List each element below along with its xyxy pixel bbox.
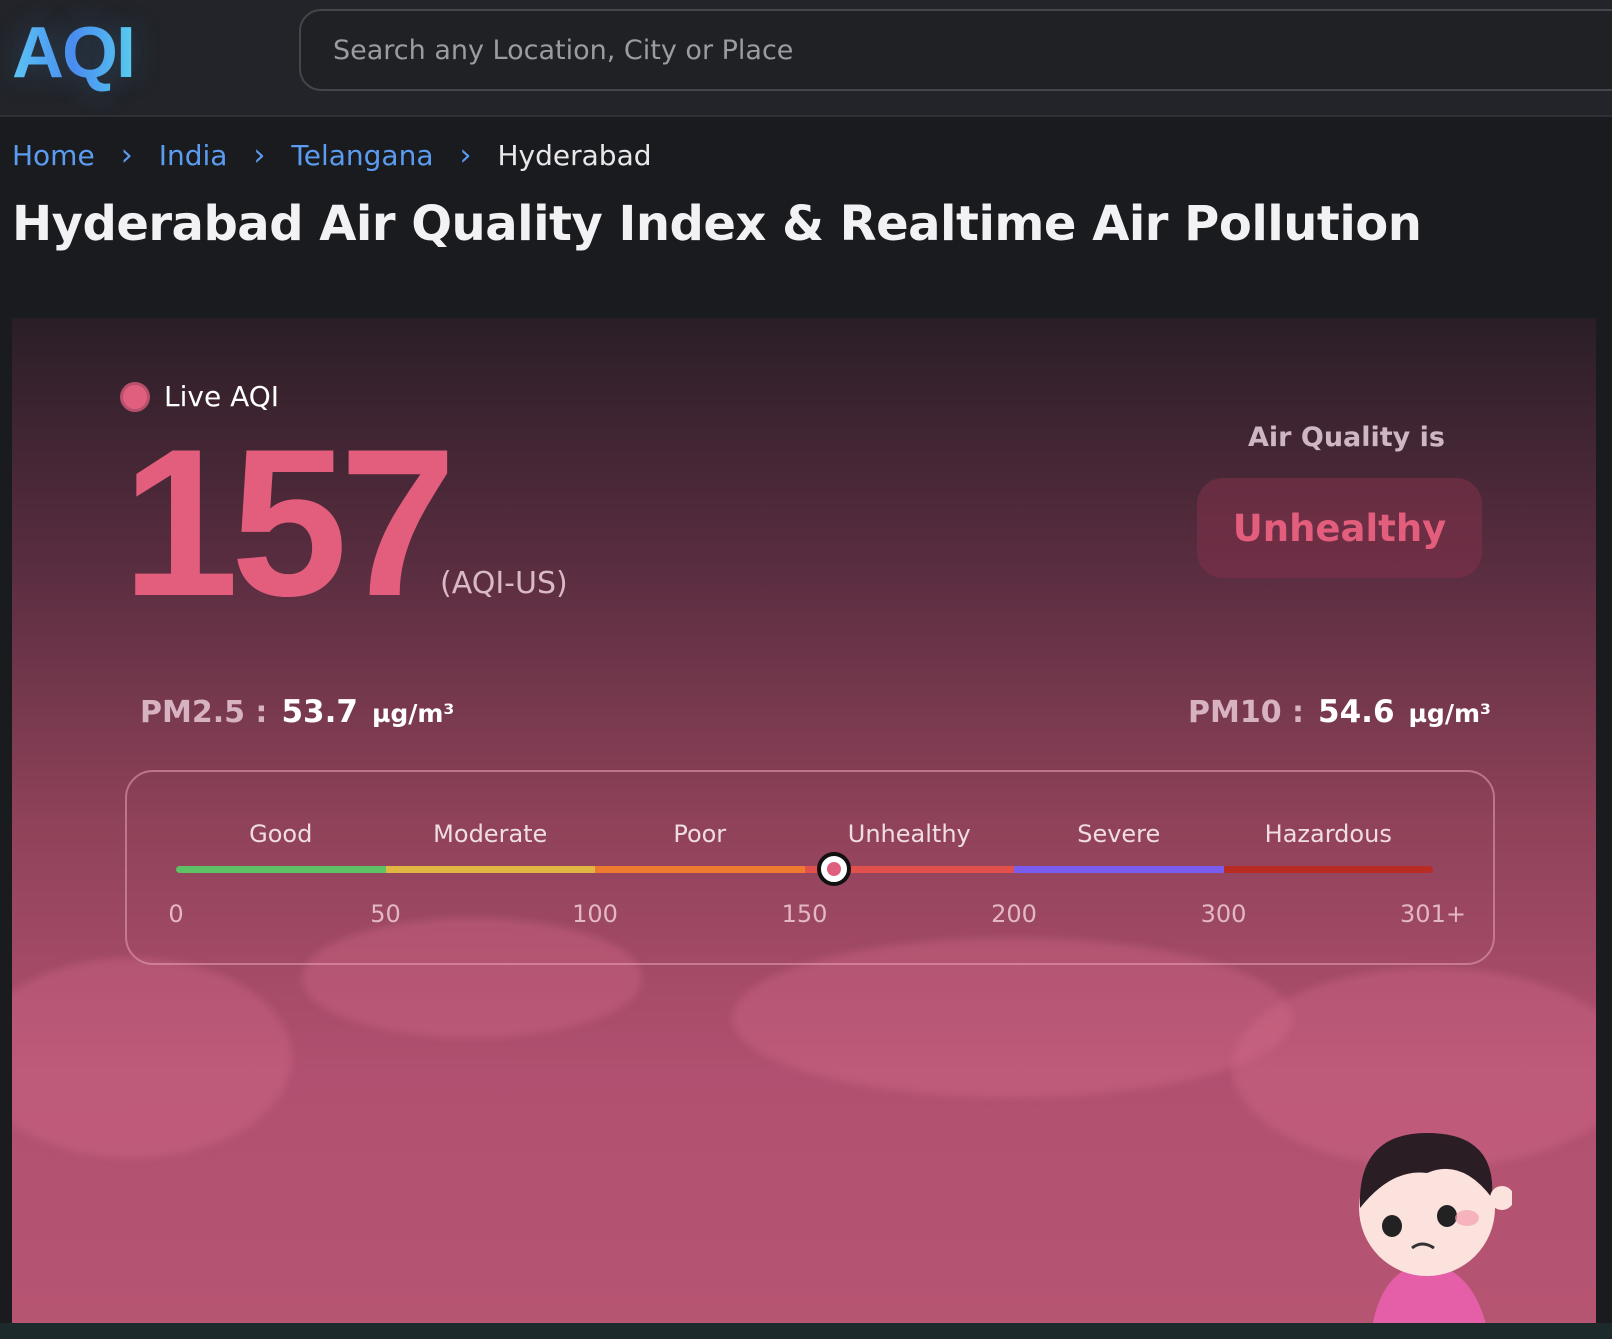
status-badge: Unhealthy: [1197, 478, 1482, 578]
air-quality-label: Air Quality is: [1248, 422, 1446, 453]
scale-tick-label: 100: [572, 900, 618, 928]
scale-category-label: Unhealthy: [847, 820, 971, 848]
aqi-logo[interactable]: AQI: [12, 13, 136, 93]
scale-category-label: Hazardous: [1264, 820, 1392, 848]
live-aqi-label: Live AQI: [164, 380, 280, 413]
breadcrumb-current: Hyderabad: [497, 139, 652, 172]
live-aqi-indicator: Live AQI: [120, 380, 279, 413]
chevron-right-icon: ›: [253, 138, 266, 173]
cloud-decoration: [302, 918, 642, 1038]
scale-segment-good: [176, 866, 386, 873]
chevron-right-icon: ›: [459, 138, 472, 173]
scale-category-label: Severe: [1077, 820, 1161, 848]
aqi-value: 157: [122, 405, 456, 640]
search-input[interactable]: Search any Location, City or Place: [299, 9, 1612, 91]
live-dot-icon: [120, 381, 150, 412]
scale-segment-severe: [1014, 866, 1224, 873]
scale-segment-unhealthy: [804, 866, 1014, 873]
aqi-scale: Good Moderate Poor Unhealthy Severe Hazardous…: [125, 770, 1495, 965]
scale-segment-moderate: [385, 866, 595, 873]
breadcrumb-home[interactable]: Home: [12, 139, 95, 172]
pm25-unit: µg/m³: [371, 699, 455, 728]
breadcrumb-telangana[interactable]: Telangana: [291, 139, 434, 172]
scale-tick-label: 50: [370, 900, 401, 928]
scale-category-label: Moderate: [433, 820, 548, 848]
character-illustration: [1359, 1133, 1512, 1323]
scale-tick-label: 301+: [1400, 900, 1466, 928]
breadcrumb-india[interactable]: India: [158, 139, 228, 172]
top-header: AQI Search any Location, City or Place: [0, 0, 1612, 117]
aqi-card: Live AQI 157 (AQI-US) Air Quality is Unh…: [12, 318, 1596, 1323]
scale-tick-label: 150: [781, 900, 828, 928]
pm25-reading: PM2.5 : 53.7 µg/m³: [140, 694, 454, 730]
pm10-reading: PM10 : 54.6 µg/m³: [1188, 694, 1491, 730]
scale-segment-hazardous: [1223, 866, 1433, 873]
scale-category-label: Good: [249, 820, 313, 848]
scale-segment-poor: [595, 866, 805, 873]
page-title: Hyderabad Air Quality Index & Realtime A…: [12, 196, 1422, 252]
breadcrumb: Home › India › Telangana › Hyderabad: [12, 138, 652, 173]
scale-tick-label: 300: [1200, 900, 1247, 928]
pm25-value: 53.7: [281, 694, 358, 730]
pm25-label: PM2.5 :: [140, 695, 268, 730]
aqi-unit: (AQI-US): [440, 566, 568, 601]
pm10-value: 54.6: [1318, 694, 1395, 730]
scale-category-label: Poor: [673, 820, 727, 848]
scale-marker: [816, 852, 851, 886]
pm10-label: PM10 :: [1188, 695, 1305, 730]
scale-tick-label: 0: [168, 900, 184, 928]
cloud-decoration: [12, 958, 292, 1158]
scale-tick-label: 200: [991, 900, 1037, 928]
bottom-strip: [0, 1323, 1612, 1339]
chevron-right-icon: ›: [120, 138, 133, 173]
pm10-unit: µg/m³: [1408, 699, 1491, 728]
